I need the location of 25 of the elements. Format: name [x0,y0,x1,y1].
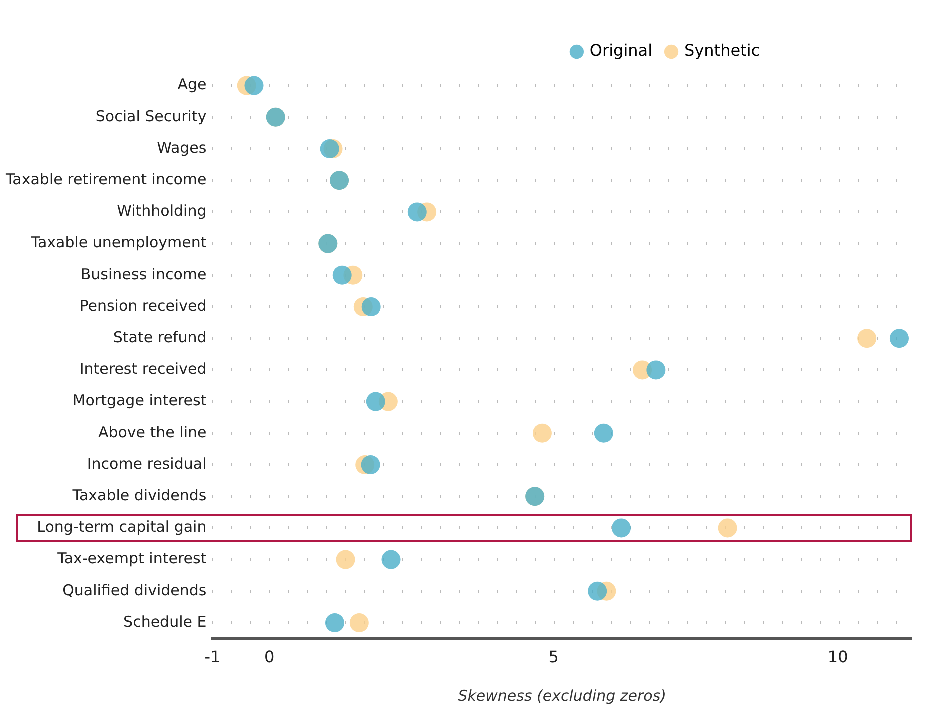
x-tick-label: 0 [264,648,275,667]
y-tick-label: Taxable unemployment [30,234,207,252]
y-tick-label: Interest received [80,360,207,378]
x-tick-label: 10 [828,648,848,667]
y-tick-label: Income residual [87,454,207,473]
y-tick-label: Long-term capital gain [37,518,207,536]
x-tick-label: -1 [204,648,221,667]
y-tick-label: State refund [113,328,207,346]
y-tick-label: Social Security [96,107,207,126]
legend-label: Synthetic [684,41,760,60]
y-tick-label: Age [178,76,207,94]
y-tick-label: Wages [157,138,207,157]
y-tick-label: Mortgage interest [72,392,207,410]
x-tick-label: 5 [548,648,559,667]
y-tick-label: Pension received [80,296,207,315]
y-tick-label: Above the line [98,423,207,442]
y-tick-label: Tax-exempt interest [56,550,207,568]
y-tick-label: Schedule E [124,612,207,631]
x-axis-title: Skewness (excluding zeros) [458,686,667,705]
legend-label: Original [590,41,653,60]
y-tick-label: Taxable dividends [72,486,207,504]
y-tick-label: Business income [80,265,207,284]
y-tick-label: Qualified dividends [62,581,207,600]
y-tick-label: Taxable retirement income [4,170,207,188]
y-tick-label: Withholding [117,202,207,220]
